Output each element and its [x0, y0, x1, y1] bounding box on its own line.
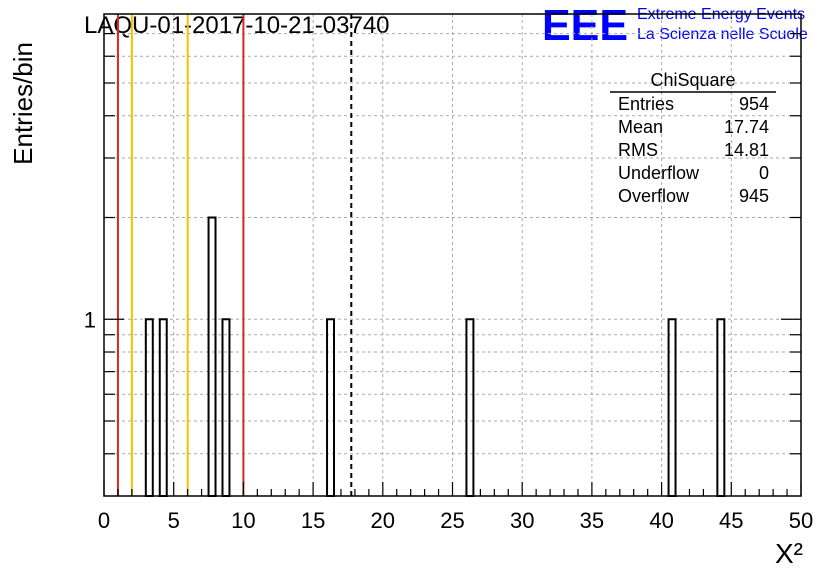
x-axis-label: X²	[775, 538, 803, 569]
axes: 0 5 10 15 20 25 30 35 40 45 50 1	[84, 33, 813, 533]
stats-row-value: 0	[759, 163, 769, 183]
x-tick-label: 5	[168, 508, 180, 533]
x-tick-label: 15	[301, 508, 325, 533]
stats-row-value: 954	[739, 94, 769, 114]
stats-row-value: 17.74	[724, 117, 769, 137]
x-tick-label: 40	[649, 508, 673, 533]
stats-row-label: Overflow	[618, 186, 690, 206]
stats-row-value: 945	[739, 186, 769, 206]
grid-lines	[104, 14, 801, 496]
histogram-bar	[716, 318, 726, 497]
x-tick-label: 35	[580, 508, 604, 533]
stats-row-label: Mean	[618, 117, 663, 137]
histogram-bar	[144, 318, 154, 497]
histogram-bar	[221, 318, 231, 497]
plot-frame	[103, 13, 802, 497]
stats-row-label: Underflow	[618, 163, 700, 183]
x-tick-label: 30	[510, 508, 534, 533]
histogram-bar	[465, 318, 475, 497]
x-tick-label: 25	[440, 508, 464, 533]
histogram-bar	[158, 318, 168, 497]
histogram-bar	[667, 318, 677, 497]
logo-line-2: La Scienza nelle Scuole	[637, 26, 808, 43]
stats-row-label: RMS	[618, 140, 658, 160]
x-tick-label: 50	[789, 508, 813, 533]
x-tick-label: 45	[719, 508, 743, 533]
eee-logo: EEE Extreme Energy Events La Scienza nel…	[542, 1, 808, 50]
x-tick-label: 10	[231, 508, 255, 533]
stats-title: ChiSquare	[650, 70, 735, 90]
chart-title: LAQU-01-2017-10-21-03740	[84, 12, 390, 39]
logo-mark: EEE	[542, 1, 628, 50]
stats-row-value: 14.81	[724, 140, 769, 160]
x-tick-label: 20	[371, 508, 395, 533]
stats-row-label: Entries	[618, 94, 674, 114]
stats-box: ChiSquare Entries 954 Mean 17.74 RMS 14.81 Und…	[610, 70, 776, 206]
histogram-bar	[326, 318, 336, 497]
reference-lines	[116, 14, 353, 496]
y-axis-label: Entries/bin	[8, 42, 38, 165]
y-tick-label: 1	[84, 307, 96, 332]
x-tick-label: 0	[98, 508, 110, 533]
